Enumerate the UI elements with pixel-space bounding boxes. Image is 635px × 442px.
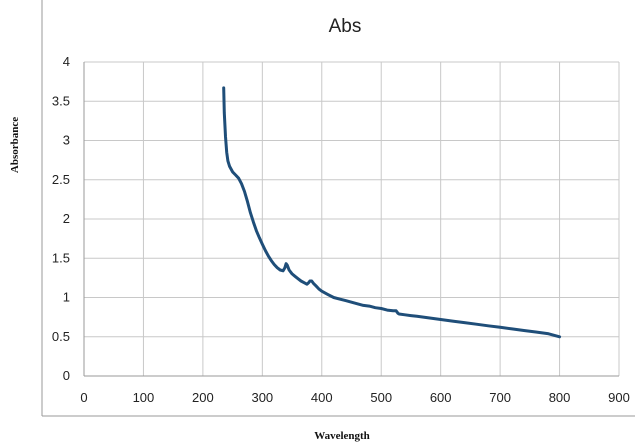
y-tick-label: 0.5 (52, 329, 70, 344)
y-tick-label: 3 (63, 133, 70, 148)
absorbance-series-line (222, 86, 562, 339)
y-tick-label: 1.5 (52, 250, 70, 265)
y-tick-label: 1 (63, 290, 70, 305)
x-tick-label: 0 (80, 390, 87, 405)
x-tick-label: 200 (192, 390, 214, 405)
x-axis-title: Wavelength (314, 430, 370, 442)
y-tick-label: 0 (63, 368, 70, 383)
x-tick-label: 900 (608, 390, 630, 405)
x-tick-label: 600 (430, 390, 452, 405)
gridlines (84, 61, 620, 376)
y-tick-label: 4 (63, 54, 70, 69)
axes (83, 62, 619, 377)
y-tick-label: 3.5 (52, 93, 70, 108)
y-tick-labels: 0 0.5 1 1.5 2 2.5 3 3.5 4 (52, 54, 70, 383)
x-tick-labels: 0 100 200 300 400 500 600 700 800 900 (80, 390, 629, 405)
x-tick-label: 300 (251, 390, 273, 405)
y-axis-title: Absorbance (9, 117, 21, 173)
x-tick-label: 800 (549, 390, 571, 405)
x-tick-label: 700 (489, 390, 511, 405)
x-tick-label: 400 (311, 390, 333, 405)
chart-title: Abs (329, 16, 362, 37)
data-series (222, 86, 562, 339)
y-tick-label: 2.5 (52, 172, 70, 187)
x-tick-label: 100 (133, 390, 155, 405)
y-tick-label: 2 (63, 211, 70, 226)
x-tick-label: 500 (370, 390, 392, 405)
